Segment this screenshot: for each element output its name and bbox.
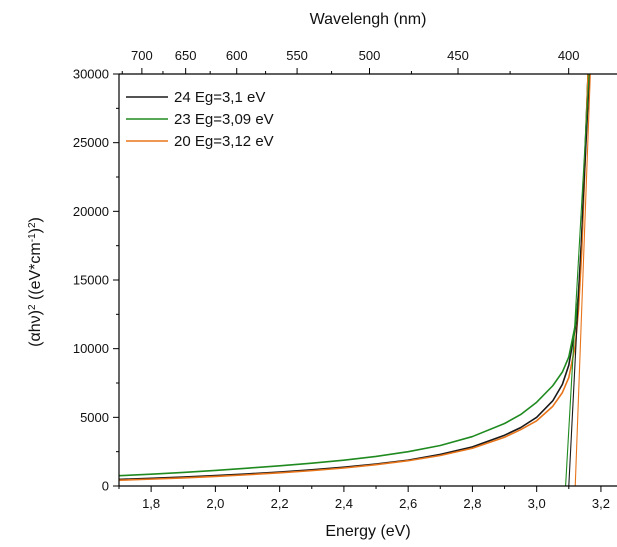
top-tick-label: 500 bbox=[359, 48, 381, 63]
top-tick-label: 550 bbox=[286, 48, 308, 63]
x-tick-label: 3,2 bbox=[592, 496, 610, 511]
series-line-2 bbox=[119, 74, 589, 477]
ticks-layer: 1,8 2,0 2,2 2,4 2,6 2,8 3,0 3,2 0 5000 10000 15000 2… bbox=[73, 48, 610, 511]
legend: 24 Eg=3,1 eV 23 Eg=3,09 eV 20 Eg=3,12 eV bbox=[126, 89, 274, 150]
top-tick-label: 450 bbox=[447, 48, 469, 63]
y-axis-title-part: ) bbox=[27, 228, 44, 233]
x-tick-label: 2,8 bbox=[463, 496, 481, 511]
x-tick-label: 3,0 bbox=[528, 496, 546, 511]
top-tick-label: 650 bbox=[175, 48, 197, 63]
y-tick-label: 20000 bbox=[73, 204, 109, 219]
legend-label: 23 Eg=3,09 eV bbox=[174, 111, 274, 128]
legend-label: 24 Eg=3,1 eV bbox=[174, 89, 265, 106]
x-tick-label: 2,6 bbox=[399, 496, 417, 511]
y-axis-title-part: ((eV*cm bbox=[27, 242, 44, 304]
top-tick-label: 600 bbox=[226, 48, 248, 63]
y-axis-title-sup: 2 bbox=[27, 304, 38, 310]
y-tick-label: 15000 bbox=[73, 273, 109, 288]
fit-line-1 bbox=[568, 74, 591, 486]
x-tick-label: 1,8 bbox=[142, 496, 160, 511]
y-tick-label: 5000 bbox=[80, 410, 109, 425]
x-axis-title: Energy (eV) bbox=[325, 523, 410, 540]
y-axis-title: (αhν)2 ((eV*cm-1)2) bbox=[27, 217, 45, 347]
x-tick-label: 2,2 bbox=[271, 496, 289, 511]
y-tick-label: 10000 bbox=[73, 341, 109, 356]
y-axis-title-part: (αhν) bbox=[27, 310, 44, 347]
y-tick-label: 0 bbox=[102, 479, 109, 494]
top-axis-title: Wavelengh (nm) bbox=[310, 11, 427, 28]
fit-line-3 bbox=[574, 74, 591, 486]
top-tick-label: 400 bbox=[558, 48, 580, 63]
x-tick-label: 2,4 bbox=[335, 496, 353, 511]
legend-label: 20 Eg=3,12 eV bbox=[174, 133, 274, 150]
y-axis-title-sup: -1 bbox=[27, 233, 38, 242]
y-axis-title-part: ) bbox=[27, 217, 44, 222]
y-tick-label: 30000 bbox=[73, 67, 109, 82]
fit-line-2 bbox=[565, 74, 590, 486]
x-tick-label: 2,0 bbox=[206, 496, 224, 511]
y-tick-label: 25000 bbox=[73, 135, 109, 150]
series-layer bbox=[119, 74, 591, 486]
top-tick-label: 700 bbox=[131, 48, 153, 63]
y-axis-title-sup: 2 bbox=[27, 222, 38, 228]
